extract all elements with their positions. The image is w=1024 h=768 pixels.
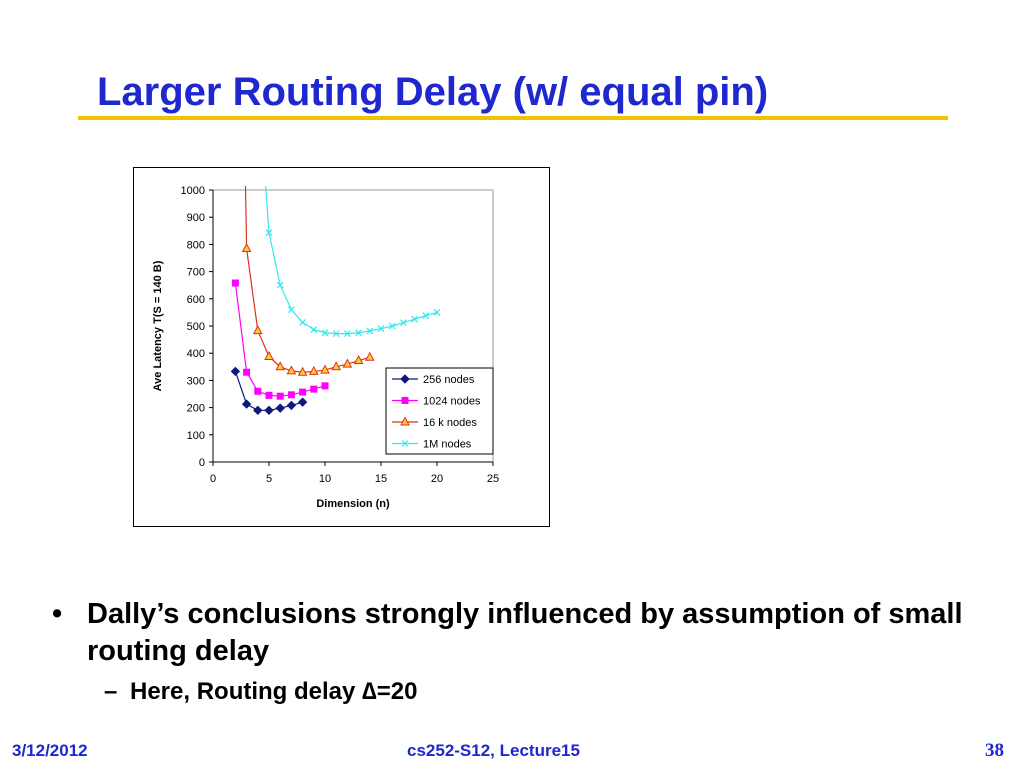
footer-course: cs252-S12, Lecture15 bbox=[407, 741, 580, 760]
y-tick-label: 900 bbox=[187, 212, 205, 224]
y-tick-label: 200 bbox=[187, 403, 205, 415]
bullet-marker: • bbox=[52, 598, 63, 630]
series-1m-nodes-point-stroke-b bbox=[399, 319, 407, 327]
series-16-k-nodes-point bbox=[353, 354, 364, 365]
legend-swatch-marker bbox=[400, 416, 410, 426]
series-1024-nodes-point bbox=[231, 279, 239, 287]
series-1m-nodes-point bbox=[343, 330, 351, 338]
series-1024-nodes-point bbox=[299, 388, 307, 396]
series-1m-nodes-point-stroke-b bbox=[321, 329, 329, 337]
series-1m-nodes-point-stroke-b bbox=[310, 326, 318, 333]
series-1m-nodes-point-stroke-b bbox=[366, 327, 374, 335]
series-16-k-nodes-point bbox=[297, 366, 308, 376]
series-1m-nodes-point bbox=[321, 329, 329, 337]
series-256-nodes-point bbox=[241, 399, 252, 409]
x-tick-label: 25 bbox=[487, 473, 499, 485]
sub-bullet-text: Here, Routing delay ∆=20 bbox=[130, 678, 418, 705]
series-1m-nodes-point bbox=[366, 327, 374, 335]
series-1024-nodes-point bbox=[254, 387, 262, 395]
footer-page-number: 38 bbox=[985, 740, 1004, 761]
series-1m-nodes-point-stroke-b bbox=[276, 281, 284, 289]
legend-label: 16 k nodes bbox=[423, 417, 477, 429]
series-16-k-nodes-point bbox=[320, 364, 330, 374]
series-1m-nodes-point bbox=[388, 322, 396, 330]
x-tick-label: 5 bbox=[266, 473, 272, 485]
series-1m-nodes-point bbox=[299, 319, 307, 326]
y-tick-label: 0 bbox=[199, 457, 205, 469]
series-256-nodes-point bbox=[297, 397, 308, 407]
series-1m-nodes-point bbox=[399, 319, 407, 327]
series-16-k-nodes-point bbox=[252, 325, 263, 335]
y-tick-label: 100 bbox=[187, 430, 205, 442]
legend-swatch-marker bbox=[401, 440, 409, 447]
x-axis-label: Dimension (n) bbox=[316, 498, 390, 510]
slide-title: Larger Routing Delay (w/ equal pin) bbox=[97, 70, 769, 114]
series-256-nodes-point bbox=[264, 405, 274, 416]
y-axis-label: Ave Latency T(S = 140 B) bbox=[152, 260, 164, 391]
legend-swatch-marker bbox=[401, 397, 409, 404]
series-256-nodes-point bbox=[286, 400, 297, 411]
series-1m-nodes-point-stroke-b bbox=[299, 319, 307, 326]
y-tick-label: 700 bbox=[187, 267, 205, 279]
y-tick-label: 800 bbox=[187, 239, 205, 251]
legend-label: 1024 nodes bbox=[423, 396, 481, 408]
series-1m-nodes-point-stroke-b bbox=[332, 330, 340, 338]
series-16-k-nodes-point bbox=[331, 361, 342, 371]
series-1m-nodes-point-stroke-b bbox=[265, 229, 273, 237]
series-16-k-nodes-point bbox=[364, 351, 375, 361]
x-tick-label: 0 bbox=[210, 473, 216, 485]
series-1m-nodes-point bbox=[276, 281, 284, 289]
series-16-k-nodes-point bbox=[286, 365, 297, 375]
sub-bullet-marker: – bbox=[104, 678, 118, 705]
y-tick-label: 1000 bbox=[181, 185, 205, 197]
y-tick-label: 400 bbox=[187, 348, 205, 360]
series-1m-nodes-point bbox=[310, 326, 318, 333]
series-16-k-nodes-point bbox=[308, 365, 319, 375]
legend-label: 256 nodes bbox=[423, 374, 475, 386]
series-1m-nodes-point-stroke-b bbox=[422, 312, 430, 320]
series-1m-nodes-point-stroke-b bbox=[411, 315, 419, 323]
series-1m-nodes-point bbox=[265, 229, 273, 237]
x-tick-label: 10 bbox=[319, 473, 331, 485]
title-underline bbox=[78, 116, 948, 120]
series-1m-nodes-point-stroke-b bbox=[287, 306, 295, 314]
legend-swatch-marker-stroke-b bbox=[401, 440, 409, 447]
series-1m-nodes-point-stroke-b bbox=[355, 329, 363, 337]
series-16-k-nodes-point bbox=[342, 358, 353, 368]
series-1024-nodes-point bbox=[243, 368, 251, 376]
series-1m-nodes-point bbox=[287, 306, 295, 314]
bullet-text: Dally’s conclusions strongly influenced … bbox=[87, 598, 963, 667]
series-1m-nodes-point-stroke-b bbox=[388, 322, 396, 330]
series-1024-nodes-point bbox=[287, 391, 295, 399]
series-256-nodes-point bbox=[230, 366, 241, 377]
series-16-k-nodes-point bbox=[264, 350, 274, 360]
series-1024-nodes-point bbox=[321, 382, 329, 390]
series-1m-nodes-point-stroke-b bbox=[343, 330, 351, 338]
series-256-nodes-point bbox=[275, 403, 285, 413]
latency-chart-svg: 0 100 200 300 400 500 600 700 800 900 1000 0 5 10 15 20… bbox=[152, 185, 499, 510]
series-256-nodes-point bbox=[253, 405, 263, 416]
series-16-k-nodes-point bbox=[241, 242, 252, 252]
y-tick-label: 300 bbox=[187, 375, 205, 387]
series-1m-nodes-point bbox=[332, 330, 340, 338]
latency-chart: 0 100 200 300 400 500 600 700 800 900 1000 0 5 10 15 20… bbox=[133, 167, 550, 527]
series-1m-nodes-point bbox=[433, 308, 441, 316]
series-1024-nodes-point bbox=[265, 391, 273, 399]
series-1m-nodes-point bbox=[355, 329, 363, 337]
legend-label: 1M nodes bbox=[423, 439, 472, 451]
y-tick-label: 500 bbox=[187, 321, 205, 333]
series-1m-nodes-point-stroke-b bbox=[377, 325, 385, 333]
series-1m-nodes-point bbox=[411, 315, 419, 323]
series-16-k-nodes-point bbox=[275, 361, 286, 371]
y-tick-label: 600 bbox=[187, 294, 205, 306]
series-1m-nodes-point bbox=[422, 312, 430, 320]
x-tick-label: 20 bbox=[431, 473, 443, 485]
footer-date: 3/12/2012 bbox=[12, 741, 88, 760]
series-1m-nodes-point bbox=[377, 325, 385, 333]
series-1m-nodes-point-stroke-b bbox=[433, 308, 441, 316]
legend-swatch-marker bbox=[400, 374, 410, 384]
series-1024-nodes-point bbox=[310, 385, 318, 393]
x-tick-label: 15 bbox=[375, 473, 387, 485]
series-1024-nodes-point bbox=[276, 392, 284, 400]
